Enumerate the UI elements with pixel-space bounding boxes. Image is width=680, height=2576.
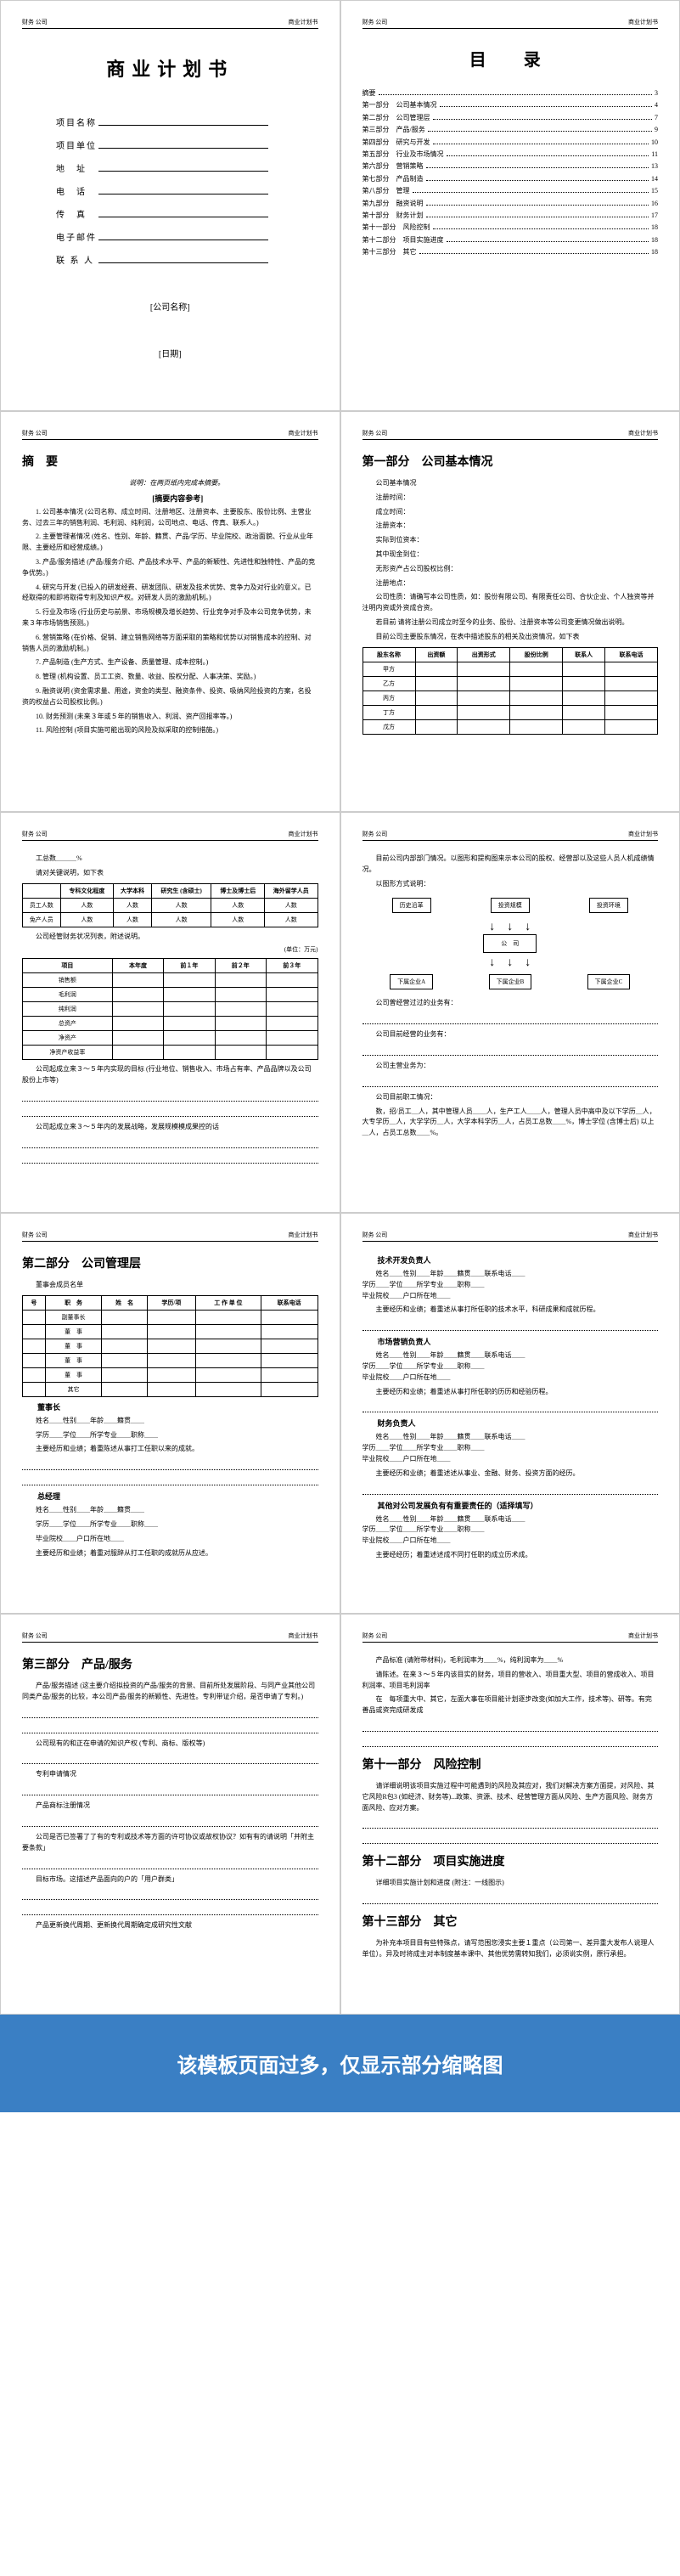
p5-t2b: 销售额毛利润纯利润总资产净资产净资产收益率 xyxy=(23,973,318,1060)
date: [日期] xyxy=(22,347,318,359)
p4-tbody: 甲方乙方丙方丁方戊方 xyxy=(362,662,658,734)
p5-t1b: 员工人数人数人数人数人数人数免产人员人数人数人数人数人数 xyxy=(23,898,318,927)
p5-t1: 专科文化程度大学本科研究生 (含硕士)博士及博士后海外留学人员员工人数人数人数人… xyxy=(22,883,318,927)
p7-tb: 副董事长董 事董 事董 事董 事其它 xyxy=(23,1310,318,1396)
page-7: 财务 公司商业计划书 第二部分 公司管理层 董事会成员名单 号职 务姓 名学历/… xyxy=(1,1214,340,1613)
hdr-l: 财务 公司 xyxy=(22,18,48,26)
fields: 项目名称项目单位地 址电 话传 真电子邮件联 系 人 xyxy=(56,116,318,266)
p5-t2: 项目本年度前１年前２年前３年销售额毛利润纯利润总资产净资产净资产收益率 xyxy=(22,958,318,1060)
p5-t2h: 项目本年度前１年前２年前３年 xyxy=(23,959,318,973)
page-1: 财务 公司商业计划书 商业计划书 项目名称项目单位地 址电 话传 真电子邮件联 … xyxy=(1,1,340,410)
p4-fields: 公司基本情况注册时间：成立时间：注册资本：实际到位资本：其中现金到位：无形资产占… xyxy=(362,478,659,589)
p4-title: 第一部分 公司基本情况 xyxy=(362,453,659,470)
page-6: 财务 公司商业计划书 目前公司内部部门情况。以图形和提构图来示本公司的股权、经营… xyxy=(341,813,680,1212)
hdr-r: 商业计划书 xyxy=(289,18,318,26)
staff-text: 数，招/员工＿人，其中管理人员＿＿人，生产工人＿＿人，管理人员中高中及以下学历＿… xyxy=(362,1107,659,1139)
page-5: 财务 公司商业计划书 工总数＿＿＿% 请对关键说明，如下表 专科文化程度大学本科… xyxy=(1,813,340,1212)
p5-t1h: 专科文化程度大学本科研究生 (含硕士)博士及博士后海外留学人员 xyxy=(23,883,318,898)
page-9: 财务 公司商业计划书 第三部分 产品/服务 产品/服务描述 (这主要介绍拟投资的… xyxy=(1,1615,340,2014)
p7-th: 号职 务姓 名学历/项工 作 单 位联系电话 xyxy=(23,1295,318,1310)
toc-list: 摘要3第一部分 公司基本情况4第二部分 公司管理层7第三部分 产品/服务9第四部… xyxy=(362,87,659,258)
p4-table: 股东名称出资额出资形式股份比例联系人联系电话甲方乙方丙方丁方戊方 xyxy=(362,647,659,735)
p4-note2: 若目前 请将注册公司成立时至今的业务、股份、注册资本等公司变更情况做出说明。 xyxy=(362,617,659,628)
p3-items: 1. 公司基本情况 (公司名称、成立时间、注册地区、注册资本、主要股东、股份比例… xyxy=(22,507,318,736)
p4-tt: 目前公司主要股东情况，在表中描述股东的相关及出资情况，如下表 xyxy=(362,632,659,643)
page-8: 财务 公司商业计划书 技术开发负责人 姓名＿＿性别＿＿年龄＿＿籍贯＿＿联系电话＿… xyxy=(341,1214,680,1613)
doc-title: 商业计划书 xyxy=(22,54,318,82)
page-10: 财务 公司商业计划书 产品标准 (请附带材料)，毛利润率为＿＿%，纯利润率为＿＿… xyxy=(341,1615,680,2014)
p7-table: 号职 务姓 名学历/项工 作 单 位联系电话副董事长董 事董 事董 事董 事其它 xyxy=(22,1295,318,1397)
org-diagram: 历史沿革投资规模投资环境 ↓ ↓ ↓ 公 司 ↓ ↓ ↓ 下属企业A下属企业B下… xyxy=(362,898,659,989)
p4-note: 公司性质：请确写本公司性质，如：股份有限公司、有限责任公司、合伙企业、个人独资等… xyxy=(362,592,659,614)
p4-thead: 股东名称出资额出资形式股份比例联系人联系电话 xyxy=(362,647,658,662)
p3-ref: [摘要内容参考] xyxy=(22,493,318,504)
page-3: 财务 公司商业计划书 摘 要 说明：在两页纸内完成本摘要。 [摘要内容参考] 1… xyxy=(1,412,340,811)
p3-note: 说明：在两页纸内完成本摘要。 xyxy=(22,478,318,489)
toc-title: 目 录 xyxy=(362,46,659,70)
company: [公司名称] xyxy=(22,300,318,313)
page-2: 财务 公司商业计划书 目 录 摘要3第一部分 公司基本情况4第二部分 公司管理层… xyxy=(341,1,680,410)
p3-title: 摘 要 xyxy=(22,453,318,470)
footer-banner: 该模板页面过多，仅显示部分缩略图 xyxy=(0,2015,680,2112)
page-4: 财务 公司商业计划书 第一部分 公司基本情况 公司基本情况注册时间：成立时间：注… xyxy=(341,412,680,811)
